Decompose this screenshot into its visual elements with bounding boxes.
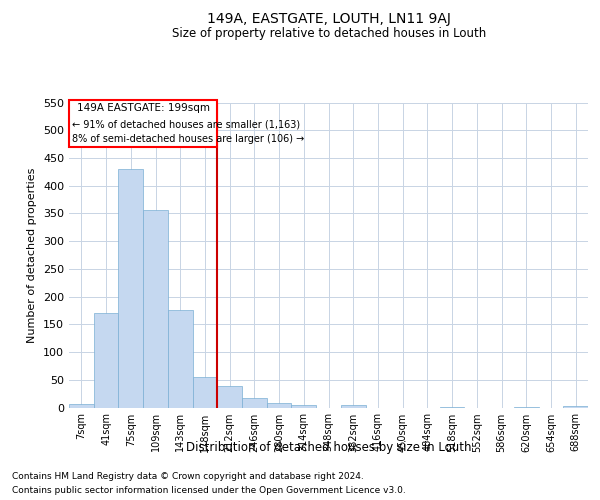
Text: Contains HM Land Registry data © Crown copyright and database right 2024.: Contains HM Land Registry data © Crown c… [12, 472, 364, 481]
Text: Size of property relative to detached houses in Louth: Size of property relative to detached ho… [172, 28, 486, 40]
Bar [563, 406, 588, 408]
Text: Contains public sector information licensed under the Open Government Licence v3: Contains public sector information licen… [12, 486, 406, 495]
Text: ← 91% of detached houses are smaller (1,163): ← 91% of detached houses are smaller (1,… [72, 119, 300, 129]
Bar [118, 169, 143, 408]
Text: 8% of semi-detached houses are larger (106) →: 8% of semi-detached houses are larger (1… [72, 134, 304, 144]
Text: 149A, EASTGATE, LOUTH, LN11 9AJ: 149A, EASTGATE, LOUTH, LN11 9AJ [207, 12, 451, 26]
Bar [440, 407, 464, 408]
Text: Distribution of detached houses by size in Louth: Distribution of detached houses by size … [186, 441, 472, 454]
Text: 149A EASTGATE: 199sqm: 149A EASTGATE: 199sqm [77, 102, 209, 113]
Bar [292, 404, 316, 407]
Bar [341, 406, 365, 407]
Bar [168, 310, 193, 408]
Bar [242, 398, 267, 407]
Bar [143, 210, 168, 408]
Bar [69, 404, 94, 407]
Bar [193, 377, 217, 408]
Bar [514, 407, 539, 408]
Bar [94, 313, 118, 408]
Bar [267, 403, 292, 407]
Bar [217, 386, 242, 407]
Y-axis label: Number of detached properties: Number of detached properties [28, 168, 37, 342]
